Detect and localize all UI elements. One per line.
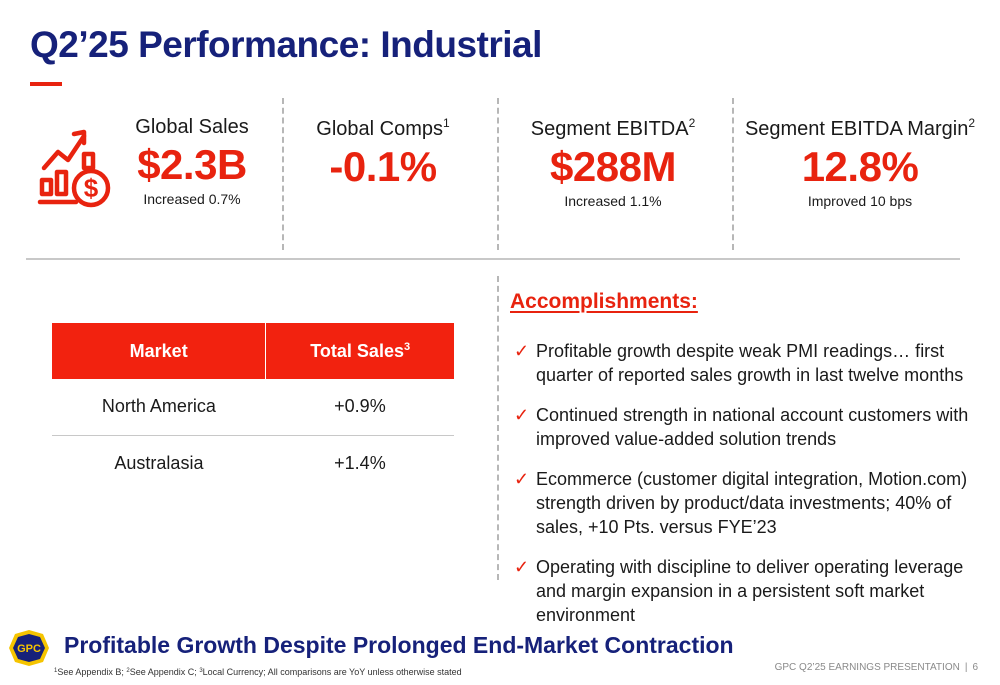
market-sales-table: Market Total Sales3 North America +0.9% …: [52, 323, 454, 491]
accomplishments-heading: Accomplishments:: [510, 290, 698, 313]
column-header-total-sales: Total Sales3: [265, 323, 454, 379]
section-divider: [26, 258, 960, 260]
kpi-divider: [497, 98, 499, 250]
footer-tagline: Profitable Growth Despite Prolonged End-…: [64, 632, 734, 658]
presentation-footer: GPC Q2’25 EARNINGS PRESENTATION | 6: [775, 662, 978, 673]
title-accent-bar: [30, 82, 62, 86]
checkmark-icon: ✓: [514, 557, 530, 577]
section-vertical-divider: [497, 276, 499, 580]
sales-cell: +0.9%: [265, 379, 454, 436]
kpi-value: 12.8%: [801, 143, 919, 190]
kpi-note: Increased 1.1%: [564, 193, 662, 209]
checkmark-icon: ✓: [514, 469, 530, 489]
svg-text:GPC: GPC: [17, 643, 41, 655]
kpi-note: Increased 0.7%: [143, 191, 241, 207]
footnotes: 1See Appendix B; 2See Appendix C; 3Local…: [54, 667, 462, 677]
kpi-value: -0.1%: [329, 143, 437, 190]
kpi-global-comps: Global Comps1 -0.1%: [298, 116, 468, 191]
kpi-value: $2.3B: [137, 141, 247, 188]
kpi-label: Global Sales: [135, 116, 249, 138]
kpi-divider: [732, 98, 734, 250]
page-number: 6: [972, 662, 978, 673]
kpi-global-sales: Global Sales $2.3B Increased 0.7%: [130, 116, 254, 207]
kpi-segment-ebitda-margin: Segment EBITDA Margin2 12.8% Improved 10…: [742, 116, 978, 209]
kpi-segment-ebitda: Segment EBITDA2 $288M Increased 1.1%: [516, 116, 710, 209]
checkmark-icon: ✓: [514, 341, 530, 361]
svg-text:$: $: [84, 173, 99, 203]
footnote-marker: 2: [688, 116, 696, 130]
kpi-divider: [282, 98, 284, 250]
kpi-label: Global Comps1: [316, 116, 450, 140]
accomplishments-list: ✓ Profitable growth despite weak PMI read…: [514, 339, 980, 643]
footnote-marker: 2: [968, 116, 976, 130]
presentation-label: GPC Q2’25 EARNINGS PRESENTATION: [774, 662, 960, 673]
table-row: Australasia +1.4%: [52, 435, 454, 491]
kpi-note: Improved 10 bps: [807, 193, 913, 209]
sales-cell: +1.4%: [334, 452, 386, 473]
table-row: North America +0.9%: [52, 379, 454, 436]
checkmark-icon: ✓: [514, 405, 530, 425]
list-item: ✓ Operating with discipline to deliver op…: [514, 557, 964, 625]
market-cell: North America: [52, 379, 266, 436]
column-header-market: Market: [52, 323, 266, 379]
list-item: ✓ Profitable growth despite weak PMI read…: [514, 341, 964, 385]
list-item: ✓ Ecommerce (customer digital integration…: [514, 469, 968, 537]
footnote-marker: 1: [443, 116, 450, 130]
kpi-label: Segment EBITDA Margin2: [744, 116, 976, 140]
footnote-marker: 3: [403, 340, 411, 353]
sales-growth-icon: $: [37, 129, 111, 208]
kpi-label: Segment EBITDA2: [530, 116, 696, 140]
market-cell: Australasia: [114, 452, 204, 473]
list-item: ✓ Continued strength in national account …: [514, 405, 969, 449]
page-title: Q2’25 Performance: Industrial: [30, 24, 542, 65]
table-header-row: Market Total Sales3: [52, 323, 454, 379]
gpc-logo: GPC: [9, 630, 49, 666]
footer-separator: |: [964, 662, 968, 673]
kpi-value: $288M: [550, 143, 676, 190]
